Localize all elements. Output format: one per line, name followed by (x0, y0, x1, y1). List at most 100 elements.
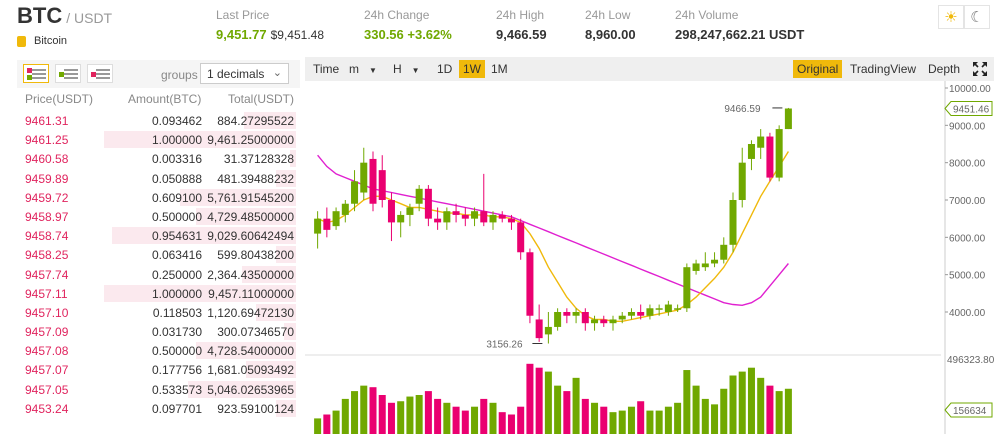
order-total: 4,729.48500000 (207, 209, 294, 224)
order-row[interactable]: 9461.25 1.000000 9,461.25000000 (17, 130, 300, 149)
order-row[interactable]: 9457.08 0.500000 4,728.54000000 (17, 341, 300, 360)
volume-bar (618, 410, 626, 434)
interval-1m[interactable]: 1M (491, 62, 508, 76)
depth-bar (290, 150, 296, 168)
order-row[interactable]: 9458.97 0.500000 4,729.48500000 (17, 207, 300, 226)
trading-pair: BTC / USDT (17, 3, 112, 29)
interval-hour-dropdown[interactable]: H ▼ (389, 60, 424, 78)
volume-bar (526, 363, 534, 434)
view-depth[interactable]: Depth (928, 62, 961, 76)
bitcoin-icon (17, 35, 26, 47)
order-amount: 0.250000 (151, 267, 202, 282)
order-total: 923.59100124 (217, 401, 294, 416)
order-price: 9457.07 (25, 363, 69, 378)
line-icon (96, 77, 110, 79)
candle-body (655, 308, 663, 310)
order-price: 9458.97 (25, 209, 69, 224)
stat-24h-change: 24h Change 330.56 +3.62% (364, 8, 452, 42)
order-amount: 0.063416 (151, 248, 202, 263)
depth-bar (104, 284, 296, 302)
candle-body (664, 304, 672, 312)
depth-bar (104, 131, 296, 149)
depth-bar (112, 227, 296, 245)
fullscreen-icon[interactable] (971, 60, 989, 78)
chart-toolbar: Time m ▼ H ▼ 1D 1W 1M Original TradingView… (305, 57, 994, 81)
volume-bar (424, 391, 432, 434)
interval-minute-dropdown[interactable]: m ▼ (345, 60, 381, 78)
depth-bar (196, 207, 296, 225)
col-price: Price(USDT) (25, 92, 93, 106)
order-row[interactable]: 9453.24 0.097701 923.59100124 (17, 399, 300, 418)
volume-bar (784, 388, 792, 434)
view-original[interactable]: Original (793, 60, 843, 78)
interval-1d[interactable]: 1D (437, 62, 453, 76)
order-row[interactable]: 9457.05 0.533573 5,046.02653965 (17, 380, 300, 399)
view-both-button[interactable] (23, 64, 49, 83)
order-total: 300.07346570 (217, 325, 294, 340)
volume-bar (387, 402, 395, 434)
order-row[interactable]: 9458.25 0.063416 599.80438200 (17, 245, 300, 264)
volume-bar (378, 395, 386, 434)
volume-bar (581, 398, 589, 434)
candle-body (323, 218, 331, 230)
order-row[interactable]: 9457.11 1.000000 9,457.11000000 (17, 284, 300, 303)
order-price: 9457.09 (25, 325, 69, 340)
line-icon (96, 73, 110, 75)
candle-body (314, 218, 322, 234)
candle-body (738, 162, 746, 200)
view-sell-button[interactable] (87, 64, 113, 83)
order-row[interactable]: 9457.74 0.250000 2,364.43500000 (17, 265, 300, 284)
current-price-label: 9451.46 (953, 104, 990, 115)
volume-bar (351, 391, 359, 434)
interval-1w[interactable]: 1W (459, 60, 485, 78)
order-price: 9461.25 (25, 133, 69, 148)
volume-axis-label: 496323.80 (947, 355, 994, 366)
order-row[interactable]: 9458.74 0.954631 9,029.60642494 (17, 226, 300, 245)
volume-bar (720, 388, 728, 434)
candle-body (480, 211, 488, 223)
candle-body (461, 214, 469, 219)
order-price: 9453.24 (25, 401, 69, 416)
order-row[interactable]: 9457.09 0.031730 300.07346570 (17, 322, 300, 341)
price-tick-label: 6000.00 (949, 233, 986, 244)
candlestick-chart[interactable]: 10000.00 9000.00 8000.00 7000.00 6000.00 5000… (305, 81, 994, 434)
candle-body (766, 136, 774, 178)
volume-bar (554, 385, 562, 434)
candle-body (627, 312, 635, 316)
order-amount: 0.093462 (151, 114, 202, 128)
candle-body (544, 326, 552, 335)
sell-marker-icon (27, 68, 32, 73)
order-row[interactable]: 9459.89 0.050888 481.39488232 (17, 169, 300, 188)
volume-bar (646, 410, 654, 434)
stat-value: 9,451.77 $9,451.48 (216, 27, 324, 42)
sun-icon[interactable]: ☀ (938, 5, 964, 29)
volume-bar (452, 406, 460, 434)
volume-bar (692, 385, 700, 434)
order-total: 5,046.02653965 (207, 382, 294, 397)
order-price: 9457.74 (25, 267, 69, 282)
candle-body (683, 267, 691, 309)
moving-average-slow-line (317, 154, 789, 307)
line-icon (64, 69, 78, 71)
depth-bar (244, 112, 296, 129)
view-buy-button[interactable] (55, 64, 81, 83)
order-row[interactable]: 9461.31 0.093462 884.27295522 (17, 111, 300, 130)
groups-select[interactable]: 1 decimals ⌄ (200, 63, 289, 84)
order-total: 4,728.54000000 (207, 344, 294, 359)
order-book: groups 1 decimals ⌄ Price(USDT) Amount(B… (17, 60, 300, 434)
order-amount: 0.003316 (151, 152, 202, 167)
line-icon (32, 77, 46, 79)
volume-bar (443, 402, 451, 434)
candle-body (646, 308, 654, 316)
order-row[interactable]: 9460.58 0.003316 31.37128328 (17, 149, 300, 168)
order-row[interactable]: 9457.07 0.177756 1,681.05093492 (17, 360, 300, 379)
order-row[interactable]: 9459.72 0.609100 5,761.91545200 (17, 188, 300, 207)
order-price: 9458.74 (25, 229, 69, 244)
moon-icon[interactable]: ☾ (964, 5, 990, 29)
groups-value: 1 decimals (207, 67, 265, 81)
volume-bar (738, 371, 746, 434)
order-row[interactable]: 9457.10 0.118503 1,120.69472130 (17, 303, 300, 322)
candle-body (489, 214, 497, 223)
order-total: 884.27295522 (217, 114, 294, 128)
view-tradingview[interactable]: TradingView (850, 62, 917, 76)
